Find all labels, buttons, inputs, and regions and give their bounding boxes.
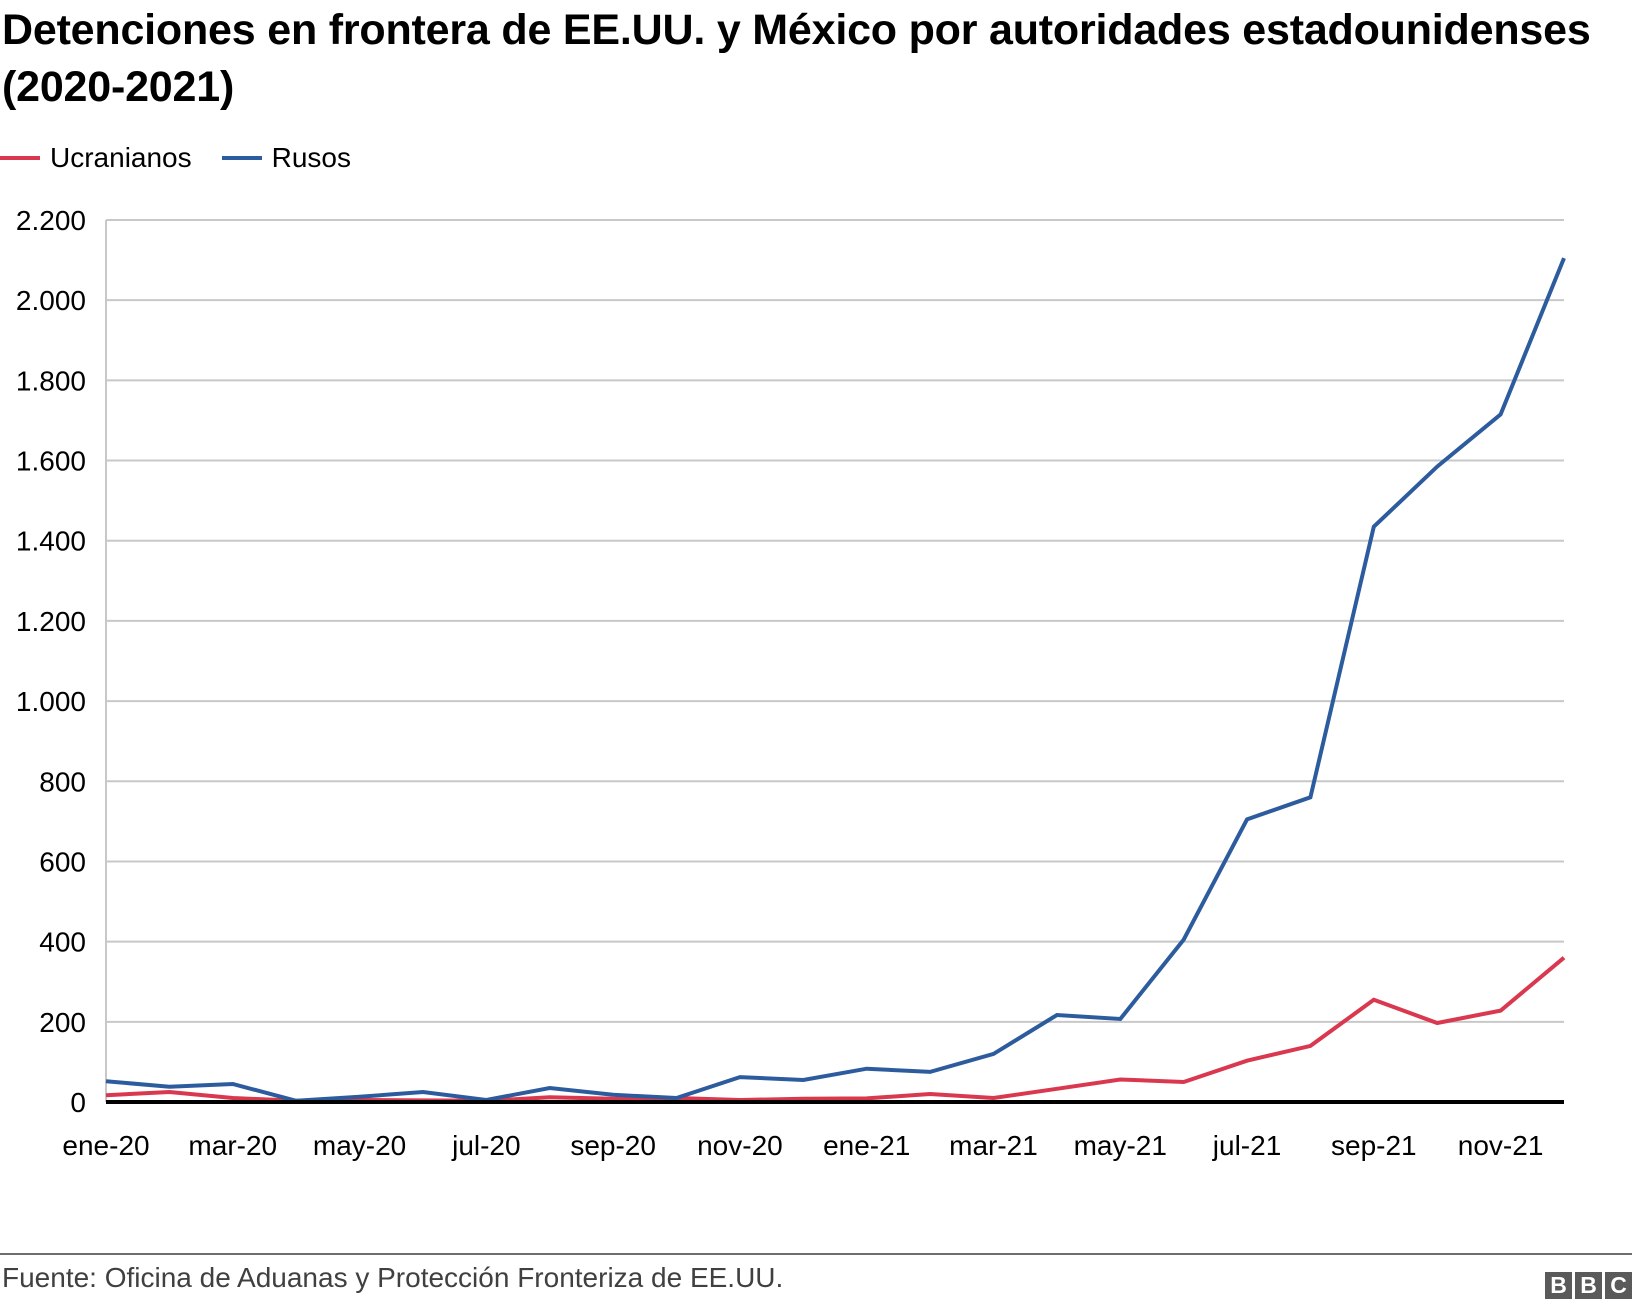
x-tick-label: mar-20 xyxy=(188,1130,277,1161)
bbc-logo: B B C xyxy=(1545,1272,1632,1299)
legend-swatch-rusos xyxy=(221,156,262,160)
series-line-rusos xyxy=(105,257,1566,1103)
y-tick-label: 1.800 xyxy=(16,365,86,396)
y-axis-ticks: 0 200 400 600 800 1.000 1.200 1.400 1.600 1.800 2.… xyxy=(16,205,86,1118)
chart-title: Detenciones en frontera de EE.UU. y Méxi… xyxy=(2,6,1591,111)
y-tick-label: 800 xyxy=(39,766,86,797)
x-tick-label: ene-21 xyxy=(823,1130,910,1161)
y-tick-label: 200 xyxy=(39,1007,86,1038)
y-tick-label: 2.200 xyxy=(16,205,86,236)
legend: Ucranianos Rusos xyxy=(0,140,381,176)
x-axis-ticks: ene-20 mar-20 may-20 jul-20 sep-20 nov-20 ene-… xyxy=(62,1130,1543,1161)
footer-divider xyxy=(0,1253,1632,1255)
gridlines xyxy=(105,219,1564,1102)
x-tick-label: jul-20 xyxy=(451,1130,520,1161)
legend-swatch-ucranianos xyxy=(0,156,40,160)
series-lines xyxy=(105,257,1566,1104)
bbc-logo-letter: B xyxy=(1575,1272,1602,1299)
y-tick-label: 1.400 xyxy=(16,526,86,557)
y-tick-label: 400 xyxy=(39,927,86,958)
x-tick-label: may-20 xyxy=(313,1130,406,1161)
series-line-ucranianos xyxy=(105,956,1566,1103)
y-tick-label: 600 xyxy=(39,846,86,877)
legend-label-ucranianos: Ucranianos xyxy=(50,142,192,173)
series-ucranianos xyxy=(105,956,1566,1103)
legend-item-rusos: Rusos xyxy=(221,142,352,174)
source-note: Fuente: Oficina de Aduanas y Protección … xyxy=(2,1262,784,1293)
y-tick-label: 2.000 xyxy=(16,285,86,316)
legend-label-rusos: Rusos xyxy=(271,142,352,173)
y-tick-label: 1.000 xyxy=(16,686,86,717)
bbc-logo-letter: C xyxy=(1605,1272,1632,1299)
legend-item-ucranianos: Ucranianos xyxy=(0,142,192,174)
x-tick-label: sep-21 xyxy=(1331,1130,1417,1161)
x-tick-label: mar-21 xyxy=(949,1130,1038,1161)
x-tick-label: ene-20 xyxy=(62,1130,149,1161)
x-tick-label: nov-21 xyxy=(1458,1130,1544,1161)
x-tick-label: sep-20 xyxy=(570,1130,656,1161)
y-tick-label: 1.200 xyxy=(16,606,86,637)
x-tick-label: may-21 xyxy=(1074,1130,1167,1161)
y-tick-label: 1.600 xyxy=(16,446,86,477)
x-tick-label: nov-20 xyxy=(697,1130,783,1161)
bbc-logo-letter: B xyxy=(1545,1272,1572,1299)
line-chart: 0 200 400 600 800 1.000 1.200 1.400 1.600 1.800 2.… xyxy=(16,205,1566,1161)
y-tick-label: 0 xyxy=(70,1087,86,1118)
x-tick-label: jul-21 xyxy=(1212,1130,1281,1161)
series-rusos xyxy=(105,257,1566,1103)
